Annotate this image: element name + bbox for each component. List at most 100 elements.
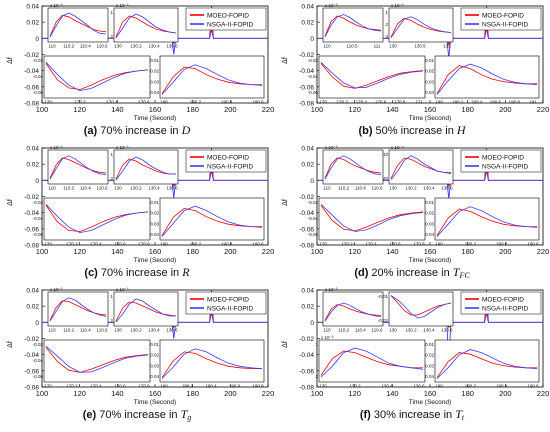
inset-y-tick-label: -0.06 — [308, 90, 319, 95]
inset-x-tick-label: 110 — [323, 328, 331, 333]
inset-x-tick-label: 130 — [114, 186, 122, 191]
caption-letter: (f) — [360, 409, 374, 421]
chart-panel: 100 120 140 160 180 200 220-0.08-0.06-0.04-0.0… — [282, 287, 549, 422]
x-tick-label: 140 — [386, 389, 399, 398]
y-axis-label: Δf — [282, 341, 289, 348]
x-tick-label: 140 — [111, 105, 124, 114]
inset-y-tick-label: 1 — [110, 294, 113, 299]
inset-x-tick-label: 190.6 — [252, 100, 264, 105]
inset-line — [161, 64, 263, 95]
inset-scale-label: x 10⁻³ — [391, 3, 404, 8]
inset-x-tick-label: 130.4 — [148, 44, 160, 49]
inset-x-tick-label: 190 — [435, 100, 443, 105]
y-tick-label: 0.04 — [301, 4, 314, 11]
x-tick-label: 100 — [311, 105, 324, 114]
inset-line — [320, 62, 424, 89]
inset-y-tick-label: 0.04 — [150, 232, 159, 237]
inset-frame — [318, 55, 426, 99]
y-tick-label: -0.06 — [299, 368, 314, 375]
inset-y-tick-label: -0.06 — [308, 232, 319, 237]
inset-x-tick-label: 130 — [319, 384, 327, 389]
y-tick-label: -0.04 — [24, 210, 39, 217]
inset-y-tick-label: 0.03 — [425, 363, 434, 368]
inset-frame — [322, 291, 384, 327]
inset-x-tick-label: 170.2 — [337, 100, 349, 105]
inset-x-tick-label: 130.2 — [349, 384, 361, 389]
y-tick-label: -0.08 — [299, 243, 314, 250]
inset-x-tick-label: 170.8 — [138, 384, 150, 389]
inset-x-tick-label: 190.2 — [190, 242, 202, 247]
x-axis-label: Time (Second) — [409, 399, 451, 406]
inset-scale-label: x 10⁻³ — [325, 287, 338, 292]
caption-symbol: R — [181, 265, 190, 279]
y-tick-label: -0.02 — [299, 52, 314, 59]
inset-y-tick-label: -0.04 — [33, 216, 44, 221]
inset-line — [324, 14, 382, 38]
y-tick-label: 0.04 — [301, 288, 314, 295]
caption-symbol: T — [455, 407, 463, 421]
y-tick-label: 0.02 — [301, 162, 314, 169]
x-tick-label: 220 — [262, 105, 275, 114]
inset-x-tick-label: 110.4 — [80, 328, 91, 333]
inset-x-tick-label: 170.6 — [389, 242, 401, 247]
inset-x-tick-label: 130.4 — [423, 186, 435, 191]
x-tick-label: 200 — [499, 105, 512, 114]
legend: MOEO-FOPID NSGA-II-FOPID — [185, 149, 267, 173]
inset-x-tick-label: 110 — [48, 328, 56, 333]
inset-x-tick-label: 130.2 — [405, 186, 417, 191]
inset-plot: 170 170.2 170.4 170.6 170.8 171 -0.02 -0.04 -0.0… — [308, 55, 426, 105]
inset-line — [320, 205, 424, 232]
inset-line — [390, 155, 452, 180]
inset-line — [320, 204, 424, 232]
x-tick-label: 140 — [386, 247, 399, 256]
inset-y-tick-label: -0.06 — [33, 232, 44, 237]
y-tick-label: 0.02 — [301, 304, 314, 311]
caption-subscript: g — [187, 413, 191, 422]
caption-text: 20% increase in — [371, 267, 452, 279]
inset-x-tick-label: 110.4 — [80, 186, 91, 191]
y-tick-label: 0.02 — [301, 20, 314, 27]
inset-line — [390, 16, 452, 39]
y-axis-label: Δf — [7, 57, 14, 64]
inset-x-tick-label: 190.2 — [465, 242, 477, 247]
inset-y-tick-label: 0.03 — [425, 79, 434, 84]
inset-plot: x 10⁻³ 110 110.2 110.4 110.6 — [322, 145, 384, 191]
x-tick-label: 160 — [149, 105, 162, 114]
inset-x-tick-label: 170.6 — [138, 100, 150, 105]
inset-x-tick-label: 130.4 — [381, 384, 393, 389]
inset-frame — [318, 339, 426, 383]
inset-frame — [43, 197, 151, 241]
x-tick-label: 180 — [461, 247, 474, 256]
inset-line — [390, 295, 452, 319]
inset-x-tick-label: 190.2 — [190, 100, 202, 105]
inset-scale-label: x 10⁻³ — [325, 145, 338, 150]
inset-x-tick-label: 130.2 — [130, 186, 142, 191]
y-tick-label: 0.04 — [26, 288, 39, 295]
inset-x-tick-label: 110.2 — [63, 44, 74, 49]
inset-x-tick-label: 130.2 — [130, 328, 142, 333]
y-tick-label: -0.04 — [299, 68, 314, 75]
inset-x-tick-label: 190 — [160, 384, 168, 389]
inset-x-tick-label: 190 — [160, 242, 168, 247]
x-tick-label: 200 — [224, 389, 237, 398]
inset-line — [49, 157, 107, 179]
y-tick-label: 0.04 — [26, 4, 39, 11]
chart-panel: 100 120 140 160 180 200 220-0.08-0.06-0.04-0.0… — [282, 3, 549, 137]
inset-y-tick-label: 10 — [383, 152, 389, 157]
inset-scale-label: x 10⁻³ — [325, 3, 338, 8]
inset-x-tick-label: 130.2 — [405, 328, 417, 333]
inset-y-tick-label: 0.03 — [150, 363, 159, 368]
inset-x-tick-label: 170 — [319, 100, 327, 105]
y-tick-label: 0.04 — [301, 146, 314, 153]
x-tick-label: 220 — [537, 389, 550, 398]
inset-frame — [388, 149, 454, 185]
legend-label: NSGA-II-FOPID — [207, 22, 254, 29]
y-tick-label: -0.06 — [24, 226, 39, 233]
inset-line — [45, 347, 149, 373]
inset-line — [49, 297, 107, 322]
x-tick-label: 120 — [348, 247, 361, 256]
x-tick-label: 120 — [73, 389, 86, 398]
x-axis-label: Time (Second) — [409, 257, 451, 264]
inset-y-tick-label: 2 — [385, 22, 388, 27]
inset-x-tick-label: 190.2 — [452, 100, 464, 105]
